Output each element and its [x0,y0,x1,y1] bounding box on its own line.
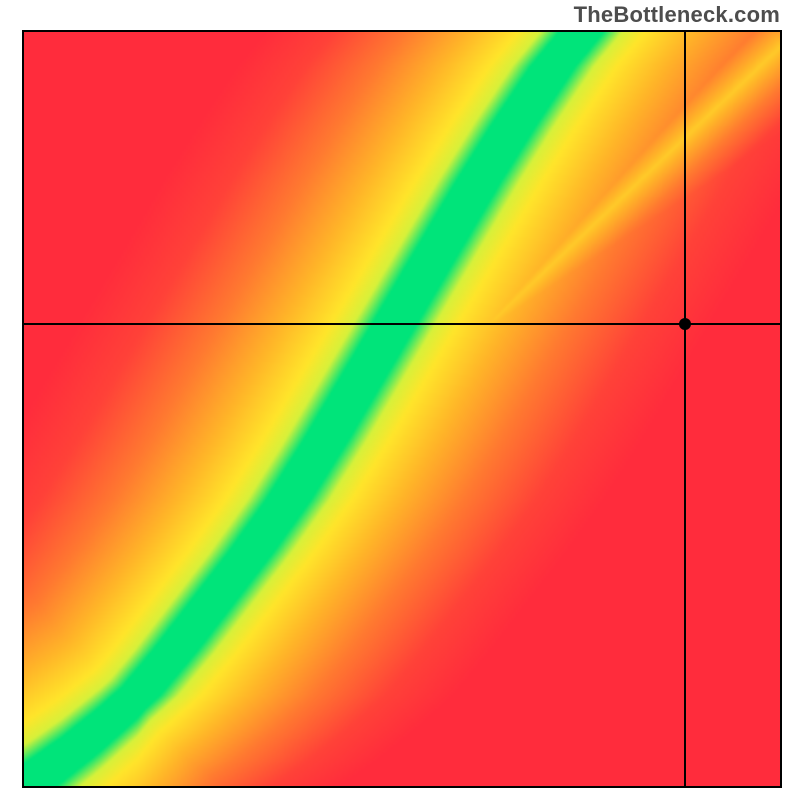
crosshair-horizontal [24,323,780,325]
crosshair-vertical [684,32,686,786]
heatmap-plot [22,30,782,788]
heatmap-canvas [24,32,780,786]
watermark-text: TheBottleneck.com [574,2,780,28]
crosshair-marker [679,318,691,330]
